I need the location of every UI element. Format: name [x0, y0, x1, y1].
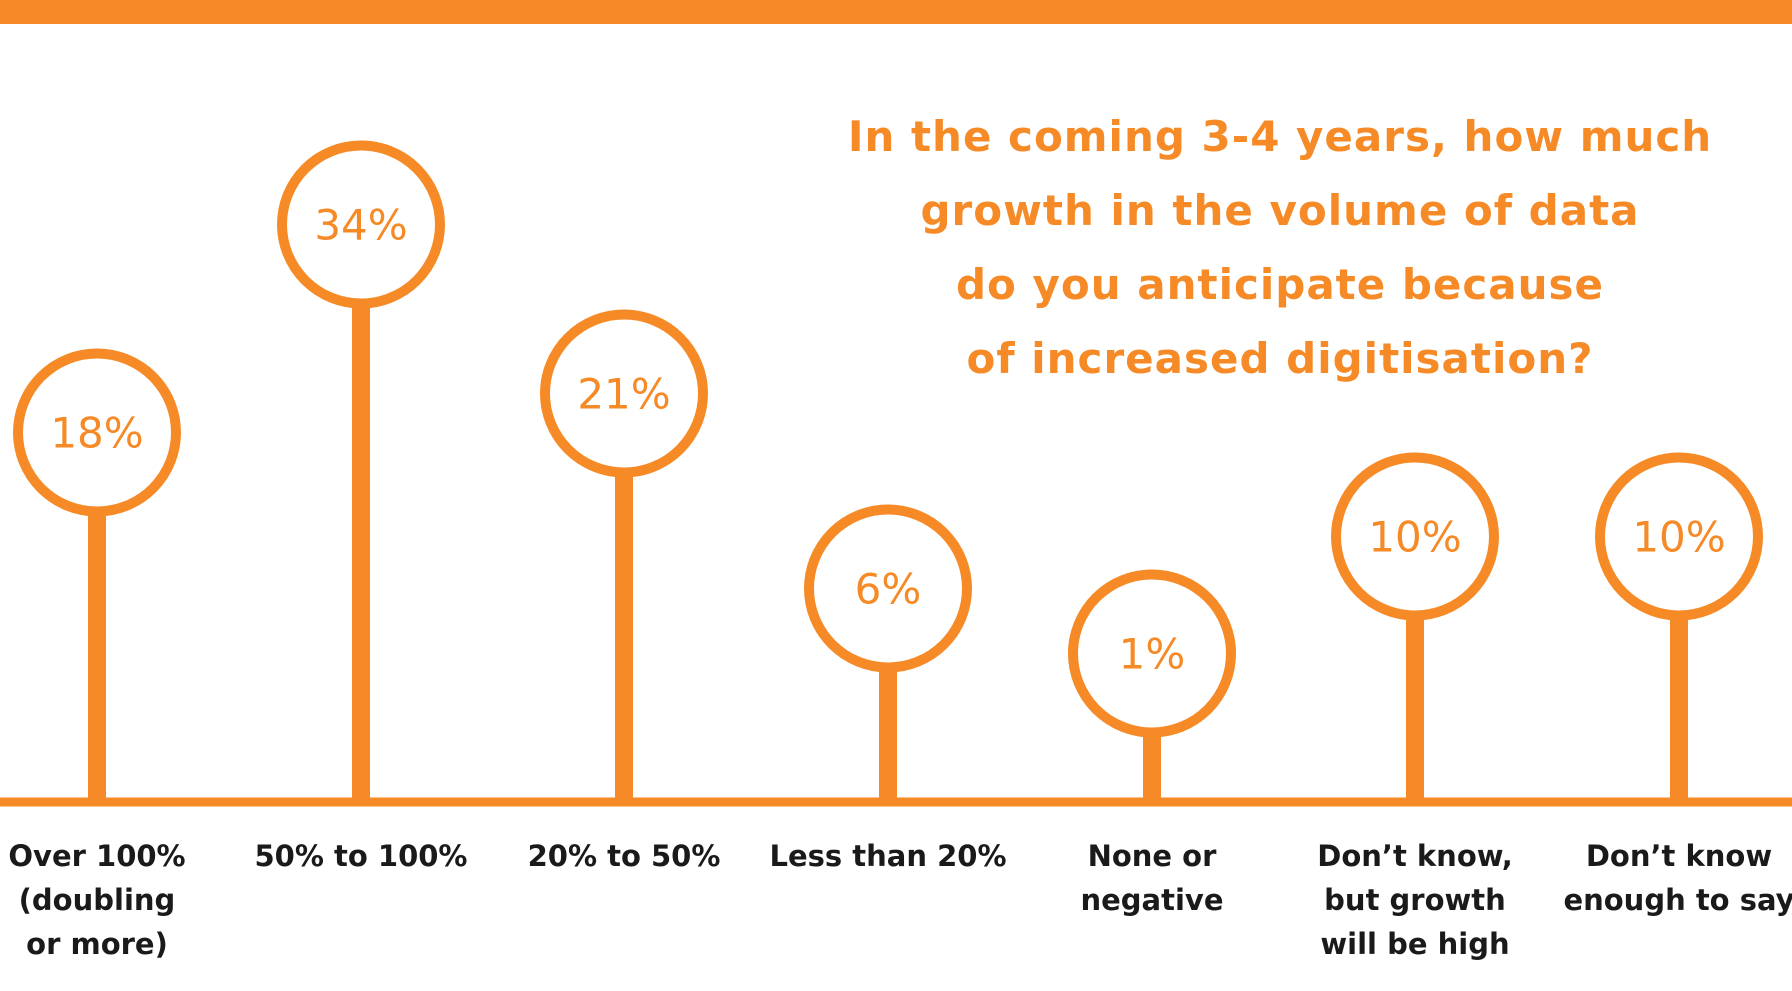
lollipop-stem	[615, 470, 633, 802]
top-accent-bar	[0, 0, 1792, 24]
lollipop-circle	[1595, 452, 1763, 621]
lollipop-circle	[1068, 569, 1236, 738]
category-label: Less than 20%	[770, 839, 1007, 873]
lollipop-item: 10% Don’t know, but growth will be high	[1317, 452, 1513, 961]
category-label-line: Don’t know	[1586, 839, 1772, 873]
value-label: 6%	[855, 565, 922, 614]
lollipop-circle	[1331, 452, 1499, 621]
category-label-line: or more)	[26, 927, 168, 961]
category-label: None or negative	[1080, 839, 1223, 917]
category-label: Don’t know, but growth will be high	[1317, 839, 1512, 961]
category-label-line: enough to say	[1563, 883, 1792, 917]
lollipop-stem	[1406, 613, 1424, 802]
category-label-line: negative	[1080, 883, 1223, 917]
category-label-line: 20% to 50%	[528, 839, 721, 873]
lollipop-item: 18% Over 100% (doubling or more)	[8, 348, 186, 961]
lollipop-stem	[1670, 613, 1688, 802]
lollipop-item: 34% 50% to 100%	[255, 140, 468, 873]
category-label-line: (doubling	[19, 883, 176, 917]
category-label-line: 50% to 100%	[255, 839, 468, 873]
category-label: Over 100% (doubling or more)	[8, 839, 185, 961]
lollipop-item: 6% Less than 20%	[770, 504, 1007, 873]
category-label-line: Don’t know,	[1317, 839, 1512, 873]
category-label-line: Over 100%	[8, 839, 185, 873]
lollipop-circle	[804, 504, 972, 673]
category-label: 50% to 100%	[255, 839, 468, 873]
chart-title-line: In the coming 3-4 years, how much	[847, 112, 1713, 161]
lollipop-stem	[1143, 730, 1161, 802]
category-label-line: None or	[1088, 839, 1218, 873]
chart-title: In the coming 3-4 years, how much growth…	[820, 100, 1740, 396]
lollipop-item: 21% 20% to 50%	[528, 309, 721, 873]
chart-title-line: do you anticipate because	[955, 260, 1605, 309]
value-label: 1%	[1119, 630, 1186, 679]
category-label: 20% to 50%	[528, 839, 721, 873]
lollipop-stem	[352, 301, 370, 802]
lollipop-circle	[13, 348, 181, 517]
lollipop-circle	[540, 309, 708, 478]
value-label: 21%	[577, 370, 670, 419]
lollipop-circle	[277, 140, 445, 309]
value-label: 18%	[50, 409, 143, 458]
category-label: Don’t know enough to say	[1563, 839, 1792, 917]
lollipop-stem	[879, 665, 897, 802]
chart-title-line: growth in the volume of data	[920, 186, 1640, 235]
chart-title-line: of increased digitisation?	[966, 334, 1594, 383]
value-label: 10%	[1632, 513, 1725, 562]
lollipop-item: 1% None or negative	[1068, 569, 1236, 917]
lollipop-item: 10% Don’t know enough to say	[1563, 452, 1792, 917]
value-label: 10%	[1368, 513, 1461, 562]
value-label: 34%	[314, 201, 407, 250]
category-label-line: Less than 20%	[770, 839, 1007, 873]
category-label-line: will be high	[1320, 927, 1509, 961]
lollipop-stem	[88, 509, 106, 802]
category-label-line: but growth	[1324, 883, 1506, 917]
